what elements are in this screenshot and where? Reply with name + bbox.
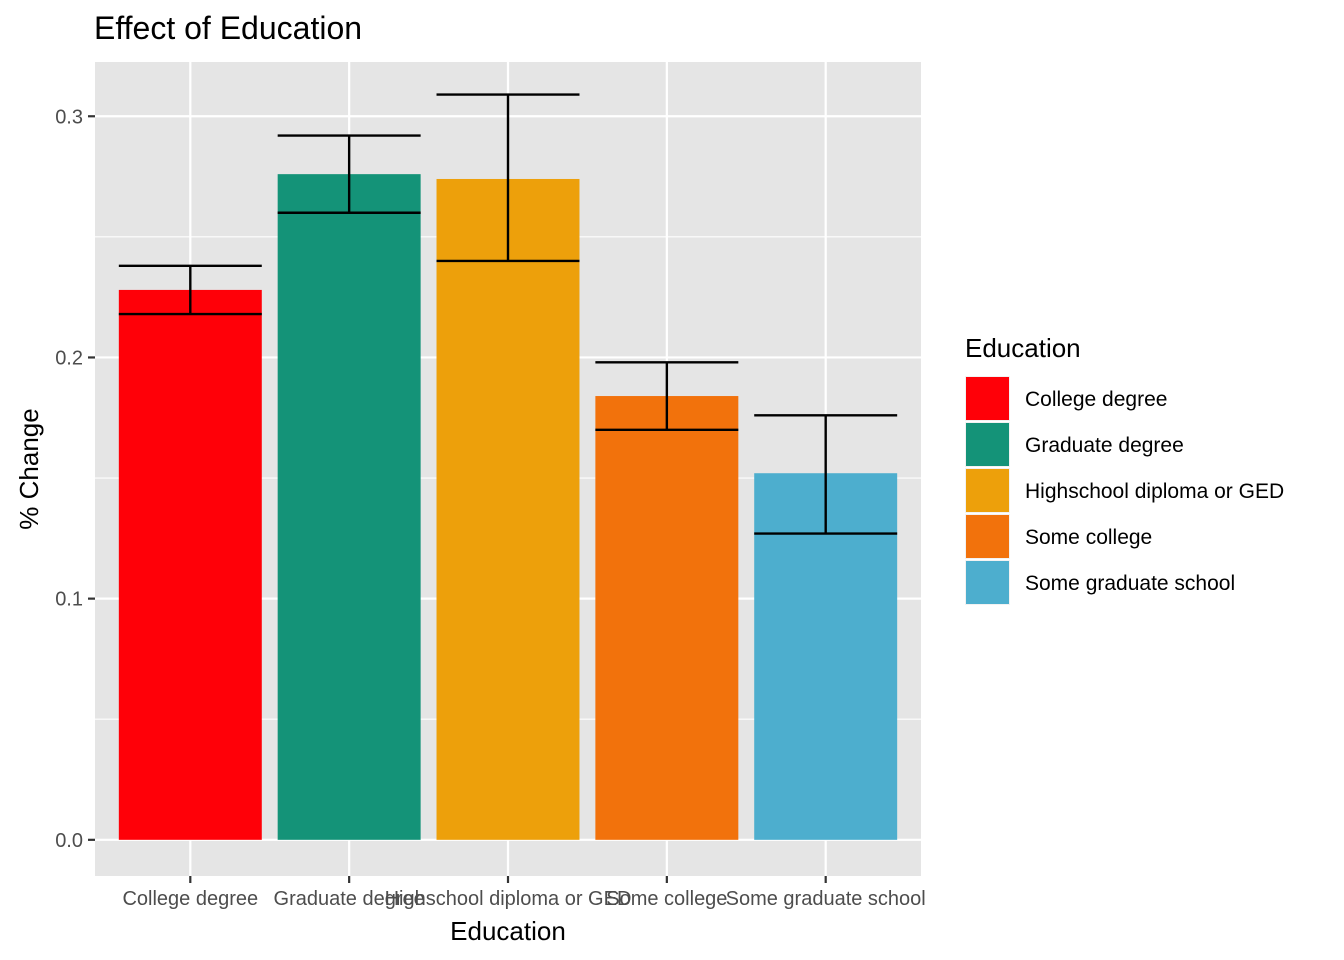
x-axis-title: Education <box>450 916 566 946</box>
error-bar <box>754 414 898 535</box>
y-tick-label: 0.3 <box>55 106 83 128</box>
legend-item: Some graduate school <box>965 560 1235 605</box>
legend-label: Highschool diploma or GED <box>1025 480 1284 503</box>
y-tick-label: 0.0 <box>55 830 83 852</box>
y-axis-title: % Change <box>14 408 44 529</box>
y-tick-label: 0.1 <box>55 589 83 611</box>
legend-label: College degree <box>1025 388 1167 411</box>
x-tick-label: Some college <box>606 888 727 910</box>
error-bar <box>436 93 580 263</box>
legend-swatch <box>966 377 1009 420</box>
y-axis: 0.0 0.1 0.2 0.3 <box>55 106 95 852</box>
bar-some-college <box>595 396 739 840</box>
legend-title: Education <box>965 333 1081 363</box>
x-tick-label: Graduate degree <box>274 888 425 910</box>
legend-swatch <box>966 469 1009 512</box>
legend-item: Highschool diploma or GED <box>965 468 1284 513</box>
bar-college-degree <box>118 289 262 840</box>
bar-highschool-diploma-or-ged <box>436 178 580 840</box>
legend-swatch <box>966 561 1009 604</box>
x-tick-label: Highschool diploma or GED <box>385 888 632 910</box>
error-bars <box>118 93 898 535</box>
legend-label: Some graduate school <box>1025 572 1235 595</box>
error-bar <box>595 361 739 432</box>
chart-title: Effect of Education <box>94 10 362 46</box>
legend-item: Some college <box>965 514 1152 559</box>
error-bar <box>277 134 421 214</box>
x-tick-label: Some graduate school <box>726 888 926 910</box>
error-bar <box>118 264 262 316</box>
legend-item: College degree <box>965 376 1167 421</box>
legend: Education College degree Graduate degree H… <box>965 333 1284 605</box>
legend-swatch <box>966 515 1009 558</box>
x-axis: College degree Graduate degreeHighschool … <box>122 876 926 910</box>
legend-label: Graduate degree <box>1025 434 1184 457</box>
bar-graduate-degree <box>277 174 421 840</box>
legend-label: Some college <box>1025 526 1152 549</box>
legend-item: Graduate degree <box>965 422 1184 467</box>
y-tick-label: 0.2 <box>55 347 83 369</box>
bars <box>118 174 898 840</box>
legend-swatch <box>966 423 1009 466</box>
x-tick-label: College degree <box>122 888 258 910</box>
